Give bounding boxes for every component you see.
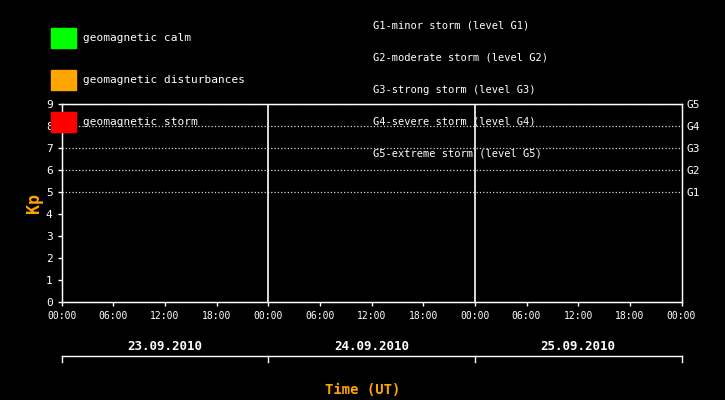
Y-axis label: Kp: Kp bbox=[25, 193, 43, 213]
Text: G5-extreme storm (level G5): G5-extreme storm (level G5) bbox=[373, 149, 542, 159]
Text: 23.09.2010: 23.09.2010 bbox=[128, 340, 202, 352]
Text: G4-severe storm (level G4): G4-severe storm (level G4) bbox=[373, 117, 536, 127]
Text: G2-moderate storm (level G2): G2-moderate storm (level G2) bbox=[373, 53, 548, 63]
Text: 24.09.2010: 24.09.2010 bbox=[334, 340, 409, 352]
Text: Time (UT): Time (UT) bbox=[325, 383, 400, 397]
Text: geomagnetic storm: geomagnetic storm bbox=[83, 117, 198, 127]
Text: G1-minor storm (level G1): G1-minor storm (level G1) bbox=[373, 21, 530, 31]
Text: G3-strong storm (level G3): G3-strong storm (level G3) bbox=[373, 85, 536, 95]
Text: 25.09.2010: 25.09.2010 bbox=[541, 340, 616, 352]
Text: geomagnetic calm: geomagnetic calm bbox=[83, 33, 191, 43]
Text: geomagnetic disturbances: geomagnetic disturbances bbox=[83, 75, 245, 85]
